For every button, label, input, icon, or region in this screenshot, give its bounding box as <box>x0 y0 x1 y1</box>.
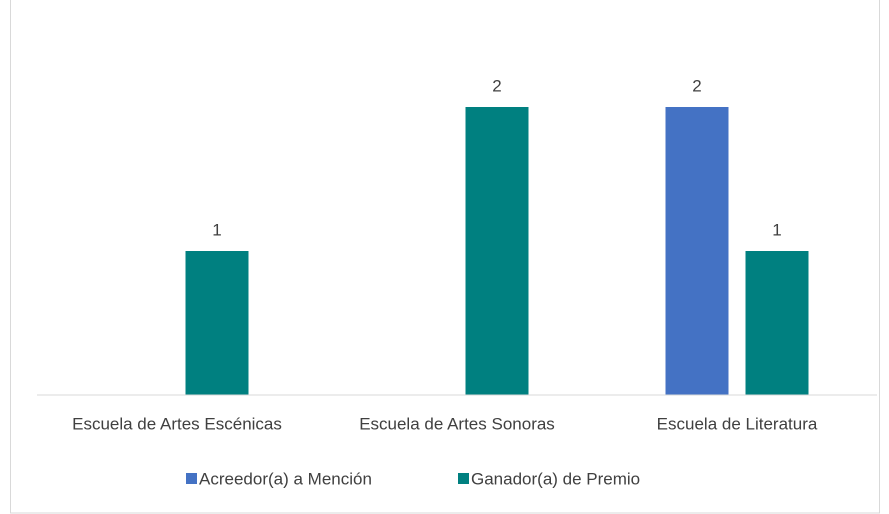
x-tick-label: Escuela de Artes Sonoras <box>359 414 555 433</box>
chart-frame <box>10 0 880 514</box>
bar <box>185 251 249 395</box>
data-label: 2 <box>692 76 701 95</box>
data-label: 1 <box>772 220 781 239</box>
legend-swatch <box>458 473 469 484</box>
bar <box>665 107 729 395</box>
legend-swatch <box>186 473 197 484</box>
legend-label: Acreedor(a) a Mención <box>199 469 372 488</box>
x-tick-label: Escuela de Artes Escénicas <box>72 414 282 433</box>
bar <box>465 107 529 395</box>
data-label: 2 <box>492 76 501 95</box>
x-tick-label: Escuela de Literatura <box>657 414 818 433</box>
data-label: 1 <box>212 220 221 239</box>
bar <box>745 251 809 395</box>
legend-label: Ganador(a) de Premio <box>471 469 640 488</box>
